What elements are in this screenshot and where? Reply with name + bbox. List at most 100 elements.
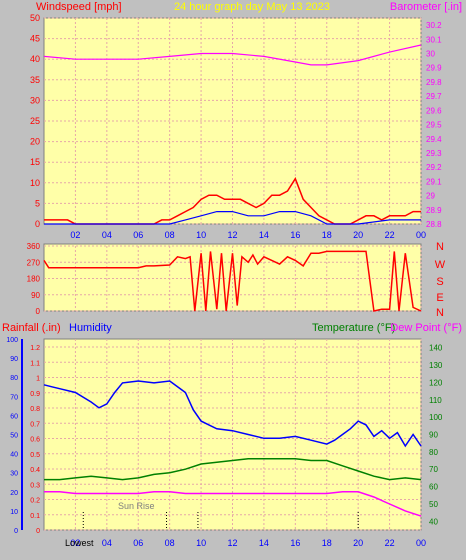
rain-y-tick-label: 0.9: [30, 391, 40, 398]
wind-y-tick-label: 0: [35, 219, 40, 229]
temperature-y-tick-label: 70: [429, 465, 438, 474]
barometer-y-tick-label: 29.5: [426, 121, 442, 130]
rainfall-axis-label: Rainfall (.in): [2, 322, 61, 334]
rain-y-tick-label: 0.3: [30, 482, 40, 489]
rain-y-tick-label: 0.2: [30, 498, 40, 505]
direction-y-tick-label: 360: [27, 242, 41, 251]
humidity-y-tick-label: 10: [10, 509, 18, 516]
rain-y-tick-label: 0.8: [30, 406, 40, 413]
humidity-y-tick-label: 0: [14, 528, 18, 535]
rain-y-tick-label: 0.5: [30, 452, 40, 459]
rain-y-tick-label: 1: [36, 376, 40, 383]
temperature-y-tick-label: 130: [429, 361, 443, 370]
wind-y-tick-label: 50: [30, 13, 40, 23]
wind-x-tick-label: 08: [165, 230, 175, 240]
wind-x-tick-label: 18: [322, 230, 332, 240]
tick-labels: 0510152025303540455028.828.92929.129.229…: [6, 13, 443, 548]
barometer-y-tick-label: 30.1: [426, 35, 442, 44]
barometer-y-tick-label: 29.7: [426, 92, 442, 101]
series-humidity: [43, 380, 422, 448]
humidity-x-tick-label: 16: [290, 538, 300, 548]
wind-y-tick-label: 5: [35, 198, 40, 208]
rain-y-tick-label: 1.2: [30, 345, 40, 352]
rain-y-tick-label: 1.1: [30, 360, 40, 367]
wind-y-tick-label: 10: [30, 178, 40, 188]
temperature-y-tick-label: 110: [429, 396, 442, 405]
wind-x-tick-label: 00: [416, 230, 426, 240]
wind-x-tick-label: 16: [290, 230, 300, 240]
direction-letter-w: W: [435, 259, 446, 271]
rain-y-tick-label: 0.7: [30, 421, 40, 428]
temperature-y-tick-label: 40: [429, 517, 438, 526]
wind-x-tick-label: 22: [385, 230, 395, 240]
humidity-y-tick-label: 20: [10, 490, 18, 497]
series-temperature: [44, 458, 422, 481]
barometer-y-tick-label: 29.1: [426, 177, 442, 186]
humidity-x-tick-label: 00: [416, 538, 426, 548]
barometer-y-tick-label: 29.2: [426, 163, 442, 172]
wind-y-tick-label: 20: [30, 137, 40, 147]
barometer-y-tick-label: 28.8: [426, 220, 442, 229]
barometer-y-tick-label: 30.2: [426, 21, 442, 30]
wind-y-tick-label: 40: [30, 54, 40, 64]
lowest-marker-label: Lowest: [65, 538, 94, 548]
humidity-x-tick-label: 10: [196, 538, 206, 548]
series-windspeed: [44, 177, 421, 225]
humidity-x-tick-label: 06: [133, 538, 143, 548]
barometer-y-tick-label: 29: [426, 192, 435, 201]
direction-y-tick-label: 270: [27, 258, 41, 267]
temperature-y-tick-label: 50: [429, 500, 438, 509]
wind-y-tick-label: 25: [30, 116, 40, 126]
humidity-y-tick-label: 40: [10, 452, 18, 459]
grid-lines: [21, 17, 422, 531]
temperature-y-tick-label: 80: [429, 448, 438, 457]
barometer-y-tick-label: 29.8: [426, 78, 442, 87]
humidity-x-tick-label: 04: [102, 538, 112, 548]
windspeed-axis-label: Windspeed [mph]: [36, 1, 122, 13]
direction-letter-e: E: [436, 292, 443, 304]
humidity-x-tick-label: 22: [385, 538, 395, 548]
temperature-axis-label: Temperature (°F): [312, 322, 395, 334]
direction-letter-n-bottom: N: [436, 307, 444, 319]
dewpoint-axis-label: Dew Point (°F): [390, 322, 462, 334]
temperature-y-tick-label: 120: [429, 378, 443, 387]
rain-y-tick-label: 0: [36, 528, 40, 535]
series-barometer: [43, 44, 422, 66]
barometer-y-tick-label: 29.4: [426, 135, 442, 144]
temperature-y-tick-label: 100: [429, 413, 443, 422]
wind-y-tick-label: 45: [30, 34, 40, 44]
direction-letter-s: S: [436, 276, 443, 288]
humidity-axis-label: Humidity: [69, 322, 112, 334]
temperature-y-tick-label: 90: [429, 431, 438, 440]
temperature-y-tick-label: 140: [429, 344, 443, 353]
humidity-x-tick-label: 14: [259, 538, 269, 548]
chart-title: 24 hour graph day May 13 2023: [174, 1, 330, 13]
humidity-y-tick-label: 30: [10, 471, 18, 478]
humidity-y-tick-label: 90: [10, 356, 18, 363]
humidity-x-tick-label: 18: [322, 538, 332, 548]
direction-y-tick-label: 90: [31, 291, 40, 300]
wind-y-tick-label: 15: [30, 157, 40, 167]
wind-y-tick-label: 35: [30, 75, 40, 85]
humidity-x-tick-label: 02: [70, 538, 80, 548]
rain-y-tick-label: 0.4: [30, 467, 40, 474]
humidity-y-tick-label: 80: [10, 375, 18, 382]
direction-letter-n-top: N: [436, 241, 444, 253]
humidity-y-tick-label: 70: [10, 394, 18, 401]
wind-y-tick-label: 30: [30, 95, 40, 105]
direction-y-tick-label: 0: [36, 307, 41, 316]
direction-y-tick-label: 180: [27, 275, 41, 284]
series-dewpoint: [44, 491, 422, 517]
series-direction: [43, 250, 422, 312]
wind-x-tick-label: 02: [70, 230, 80, 240]
barometer-y-tick-label: 29.9: [426, 64, 442, 73]
wind-x-tick-label: 06: [133, 230, 143, 240]
rain-y-tick-label: 0.1: [30, 513, 40, 520]
barometer-y-tick-label: 29.3: [426, 149, 442, 158]
barometer-y-tick-label: 30: [426, 50, 435, 59]
humidity-x-tick-label: 20: [353, 538, 363, 548]
wind-x-tick-label: 20: [353, 230, 363, 240]
chart-marks: [43, 44, 422, 530]
